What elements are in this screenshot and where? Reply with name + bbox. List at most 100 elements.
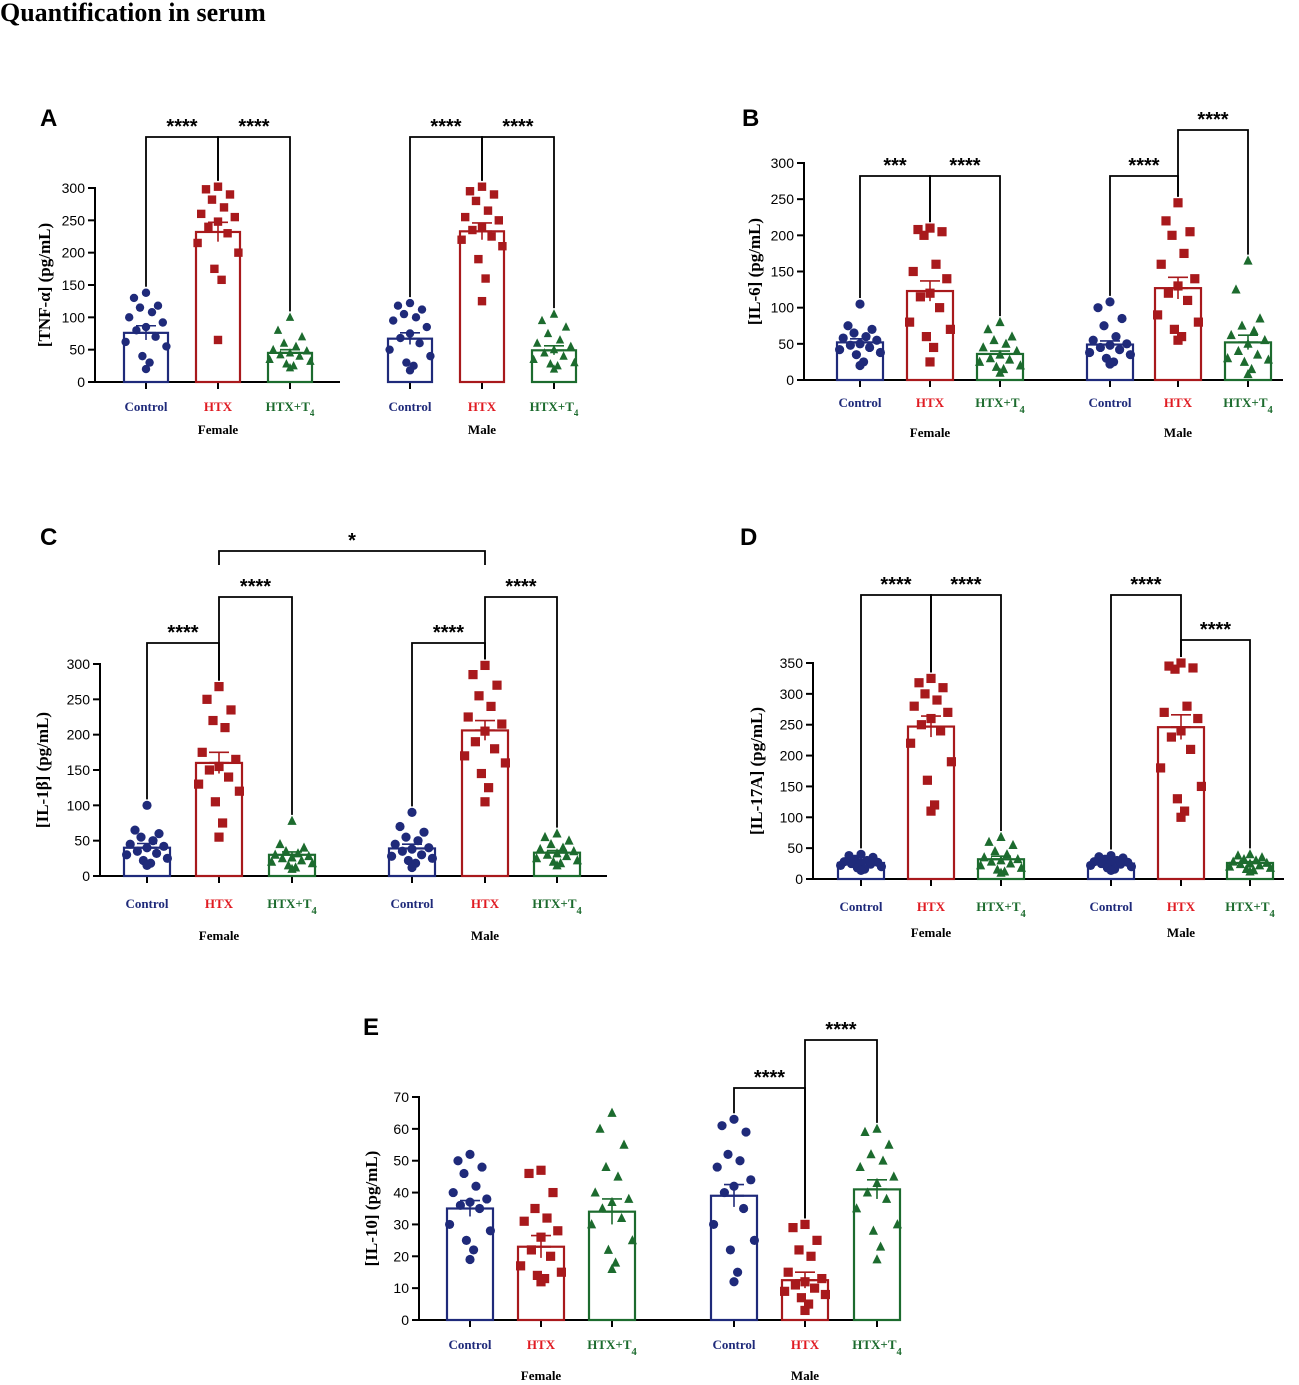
data-point-control	[861, 332, 871, 342]
group-label: Male	[468, 422, 496, 437]
data-point-control	[427, 853, 437, 863]
data-point-htx	[524, 1168, 534, 1179]
data-point-htx-t4	[279, 338, 289, 347]
category-label: Control	[839, 899, 882, 914]
data-point-control	[482, 1194, 492, 1204]
panel-letter: C	[40, 524, 57, 551]
data-point-htx-t4	[1223, 353, 1233, 363]
data-point-htx-t4	[607, 1196, 617, 1207]
data-point-control	[876, 862, 887, 872]
category-label: HTX+T4	[587, 1337, 637, 1358]
significance-label: ****	[166, 116, 197, 138]
data-point-htx	[204, 765, 214, 775]
y-tick-label: 0	[795, 871, 803, 887]
data-point-control	[453, 1156, 463, 1166]
panel-d: D 0 50 100 150 200 250 300 350 [IL-17A] (pg/mL) Co…	[740, 524, 1284, 940]
data-point-htx	[810, 1283, 820, 1293]
data-point-control	[849, 328, 859, 338]
data-point-htx-t4	[617, 1212, 627, 1222]
data-point-htx	[471, 196, 481, 206]
data-point-htx-t4	[569, 846, 579, 856]
data-point-htx-t4	[975, 356, 985, 366]
significance-bracket	[145, 136, 219, 287]
data-point-htx-t4	[611, 1257, 621, 1267]
data-point-htx	[542, 1213, 552, 1223]
group-label: Female	[199, 928, 240, 943]
data-point-htx-t4	[976, 860, 986, 870]
y-tick-label: 300	[771, 155, 795, 171]
data-point-control	[475, 1203, 485, 1214]
data-point-htx-t4	[1255, 313, 1265, 323]
data-point-control	[129, 293, 139, 303]
data-point-control	[158, 318, 167, 327]
data-point-htx-t4	[277, 853, 287, 863]
y-tick-label: 200	[780, 748, 804, 764]
data-point-htx	[210, 264, 219, 274]
data-point-control	[1106, 865, 1116, 875]
data-point-htx	[1179, 248, 1189, 259]
y-tick-label: 150	[67, 762, 91, 778]
data-point-htx	[234, 786, 244, 796]
data-point-htx-t4	[558, 842, 568, 852]
y-tick-label: 300	[62, 180, 86, 196]
data-point-control	[838, 333, 848, 343]
data-point-htx	[483, 206, 493, 215]
data-point-htx	[220, 723, 230, 733]
data-point-htx-t4	[1016, 862, 1026, 872]
data-point-control	[461, 1235, 471, 1245]
data-point-control	[152, 848, 162, 858]
data-point-control	[407, 862, 417, 873]
data-point-htx-t4	[878, 1155, 888, 1165]
data-point-control	[130, 825, 140, 835]
data-point-htx	[226, 705, 236, 715]
data-point-htx	[204, 222, 213, 231]
data-point-htx	[477, 182, 487, 191]
y-tick-label: 200	[62, 245, 86, 261]
category-label: Control	[125, 896, 168, 911]
category-label: HTX	[1164, 395, 1193, 410]
data-point-control	[135, 303, 145, 312]
data-point-htx-t4	[597, 1203, 607, 1213]
data-point-control	[138, 351, 147, 361]
y-tick-label: 40	[393, 1185, 409, 1201]
y-tick-label: 250	[67, 691, 91, 707]
data-point-htx-t4	[273, 325, 283, 334]
data-point-htx-t4	[603, 1244, 613, 1254]
data-point-htx	[213, 335, 223, 345]
data-point-htx-t4	[607, 1263, 617, 1273]
significance-bracket	[146, 642, 220, 800]
data-point-htx-t4	[287, 815, 297, 825]
category-label: Control	[1088, 395, 1131, 410]
data-point-control	[142, 800, 152, 810]
data-point-htx	[909, 701, 919, 711]
data-point-htx-t4	[555, 335, 565, 344]
data-point-htx	[468, 670, 478, 680]
significance-label: ****	[825, 1019, 856, 1041]
y-tick-label: 250	[780, 717, 804, 733]
panel-letter: D	[740, 524, 757, 551]
data-point-htx	[820, 1289, 830, 1300]
data-point-control	[1086, 860, 1096, 871]
data-point-htx-t4	[561, 322, 571, 331]
data-point-htx	[498, 242, 507, 251]
data-point-htx-t4	[546, 838, 556, 849]
data-point-htx	[230, 212, 239, 222]
data-point-htx	[812, 1235, 822, 1245]
data-point-htx-t4	[1251, 855, 1261, 865]
y-tick-label: 350	[780, 655, 804, 671]
group-label: Female	[521, 1368, 562, 1383]
y-axis-label: [IL-1β] (pg/mL)	[33, 712, 52, 828]
significance-label: ****	[950, 574, 981, 596]
data-point-htx-t4	[1260, 334, 1270, 345]
data-point-htx-t4	[285, 348, 295, 357]
significance-bracket	[484, 596, 558, 828]
data-point-htx-t4	[287, 863, 297, 873]
data-point-htx-t4	[995, 316, 1005, 327]
data-point-htx-t4	[1263, 354, 1273, 364]
data-point-htx	[197, 209, 206, 219]
data-point-control	[390, 839, 400, 849]
data-point-htx	[494, 216, 503, 225]
data-point-htx-t4	[1249, 325, 1259, 335]
data-point-htx	[202, 694, 212, 704]
bar	[709, 1194, 759, 1322]
